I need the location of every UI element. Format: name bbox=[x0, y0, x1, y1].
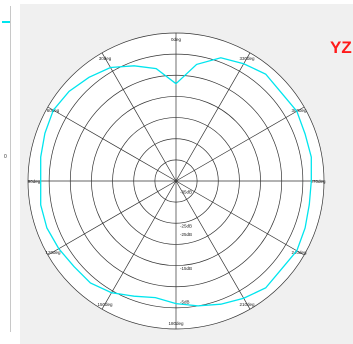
spoke-300 bbox=[175, 106, 305, 182]
left-chart-fragment: 0 bbox=[0, 6, 11, 332]
polar-plot: 0deg30deg60deg90deg120deg150deg180deg210… bbox=[27, 32, 326, 330]
radial-label-4: -5dB bbox=[180, 300, 190, 305]
polar-plot-panel: 0deg 30deg 60deg 90deg 120deg 150deg 180deg 210… bbox=[20, 4, 353, 344]
angle-label-210: 210deg bbox=[239, 302, 255, 307]
spoke-150 bbox=[101, 180, 177, 310]
angle-label-300: 300deg bbox=[291, 108, 307, 113]
radial-label-3: -15dB bbox=[180, 266, 192, 271]
spoke-240 bbox=[175, 180, 305, 256]
angle-label-30: 30deg bbox=[99, 56, 112, 61]
angle-label-90: 90deg bbox=[28, 179, 41, 184]
angle-label-120: 120deg bbox=[46, 250, 62, 255]
angle-label-270: 270deg bbox=[310, 179, 326, 184]
spoke-60 bbox=[47, 106, 177, 182]
spoke-210 bbox=[175, 180, 251, 310]
plane-label: YZ bbox=[330, 38, 352, 57]
radial-label-0: -35dB bbox=[180, 190, 192, 195]
pattern-trace bbox=[40, 57, 312, 307]
spoke-120 bbox=[47, 180, 177, 256]
left-trace-fragment bbox=[2, 21, 10, 23]
radial-label-2: -25dB bbox=[180, 232, 192, 237]
angle-label-330: 330deg bbox=[239, 56, 255, 61]
angle-label-150: 150deg bbox=[97, 302, 113, 307]
angle-label-240: 240deg bbox=[291, 250, 307, 255]
angle-label-180: 180deg bbox=[168, 321, 184, 326]
left-tick-label: 0 bbox=[4, 154, 7, 160]
angle-label-0: 0deg bbox=[171, 37, 182, 42]
spoke-30 bbox=[101, 52, 177, 182]
spoke-330 bbox=[175, 52, 251, 182]
radial-label-1: -25dB bbox=[180, 224, 192, 229]
